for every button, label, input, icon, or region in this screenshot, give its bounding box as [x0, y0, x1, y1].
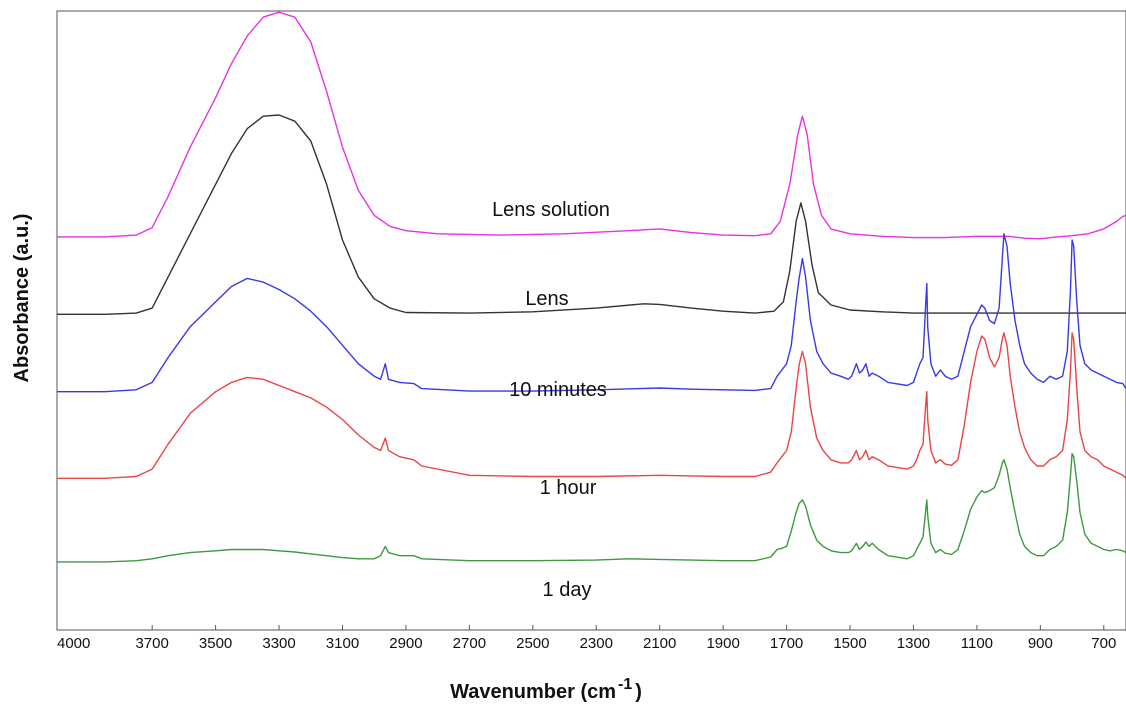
- series-label-1: Lens solution: [492, 199, 610, 221]
- x-tick-label: 3500: [199, 635, 232, 652]
- series-layer: [57, 11, 1126, 563]
- x-tick-label: 3700: [135, 635, 168, 652]
- x-tick-label: 3100: [326, 635, 359, 652]
- x-axis-title: Wavenumber (cm -1): [450, 676, 642, 703]
- series-line-5: [57, 452, 1126, 563]
- series-line-3: [57, 233, 1126, 393]
- x-axis-title-text: Wavenumber (cm: [450, 681, 616, 703]
- series-line-1: [57, 11, 1126, 240]
- series-label-2: Lens: [525, 288, 568, 310]
- x-tick-label: 2700: [453, 635, 486, 652]
- x-axis-title-superscript: -1: [618, 676, 632, 693]
- series-label-5: 1 day: [543, 579, 592, 601]
- x-tick-label: 2500: [516, 635, 549, 652]
- x-tick-label: 700: [1091, 635, 1116, 652]
- x-tick-label: 2900: [389, 635, 422, 652]
- x-tick-label: 1300: [897, 635, 930, 652]
- x-tick-label: 3300: [262, 635, 295, 652]
- x-tick-label: 1100: [961, 635, 993, 652]
- x-tick-label: 1900: [706, 635, 739, 652]
- x-axis-ticks: 4000 3700 3500 3300 3100 2900 2700 2500 2300 2100…: [56, 625, 1116, 652]
- x-tick-label: 1500: [833, 635, 866, 652]
- x-axis-title-suffix: ): [635, 681, 642, 703]
- y-axis-title: Absorbance (a.u.): [11, 214, 33, 383]
- x-tick-label: 900: [1028, 635, 1053, 652]
- series-label-3: 10 minutes: [509, 379, 607, 401]
- series-line-2: [57, 114, 1126, 315]
- x-tick-label: 2300: [580, 635, 613, 652]
- x-tick-label: 2100: [643, 635, 676, 652]
- series-line-4: [57, 332, 1126, 479]
- x-tick-label: 4000: [57, 635, 90, 652]
- plot-frame: [56, 10, 1126, 631]
- series-label-4: 1 hour: [540, 477, 597, 499]
- x-tick-label: 1700: [770, 635, 803, 652]
- series-labels: Lens solution Lens 10 minutes 1 hour 1 day: [492, 199, 610, 601]
